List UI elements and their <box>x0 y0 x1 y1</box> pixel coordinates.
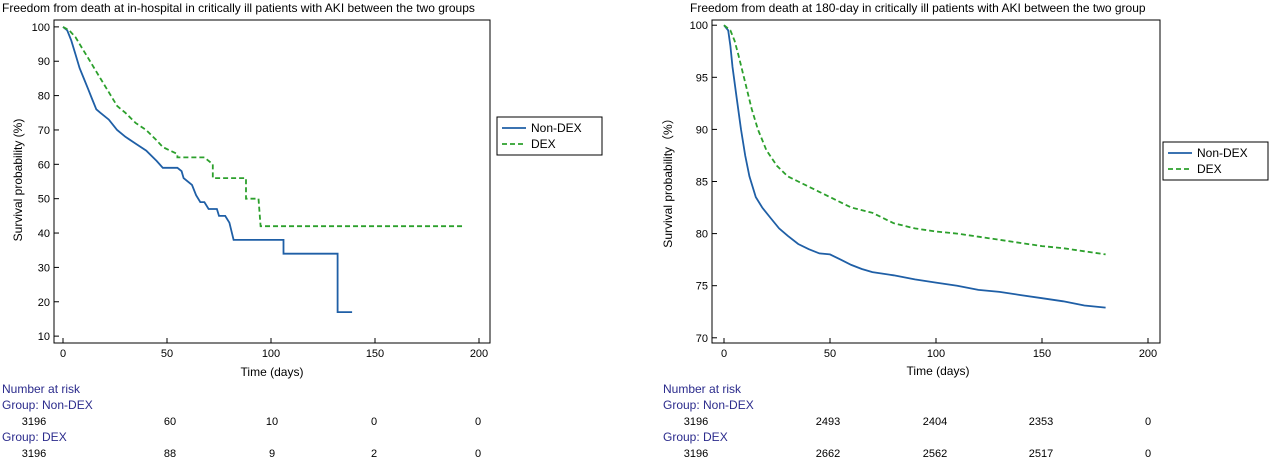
legend: Non-DEX DEX <box>1162 141 1269 181</box>
y-tick-label: 100 <box>32 22 50 34</box>
x-tick-label: 150 <box>366 348 384 360</box>
risk-count: 0 <box>475 448 481 460</box>
risk-count: 3196 <box>684 448 708 460</box>
chart-title: Freedom from death at 180-day in critica… <box>690 1 1146 15</box>
x-tick-label: 0 <box>60 348 66 360</box>
legend: Non-DEX DEX <box>496 116 603 156</box>
y-tick-label: 90 <box>696 124 708 136</box>
risk-count: 2353 <box>1029 416 1053 428</box>
series-dex-line <box>723 24 1106 256</box>
risk-count: 9 <box>269 448 275 460</box>
y-axis-label: Survival probability（%） <box>661 112 675 247</box>
series-lines <box>723 24 1106 309</box>
risk-group-label-non-dex: Group: Non-DEX <box>663 398 754 412</box>
y-tick-label: 60 <box>38 159 50 171</box>
risk-count: 60 <box>164 416 176 428</box>
legend-label-non-dex: Non-DEX <box>1197 146 1248 160</box>
x-axis-label: Time (days) <box>907 364 970 378</box>
y-tick-label: 80 <box>38 91 50 103</box>
series-lines <box>62 26 465 313</box>
axes: 70 75 80 85 90 95 100 0 50 100 150 200 <box>690 19 1161 360</box>
y-tick-label: 20 <box>38 297 50 309</box>
x-tick-label: 0 <box>721 348 727 360</box>
legend-box <box>1162 141 1269 181</box>
risk-count: 0 <box>1145 416 1151 428</box>
risk-count: 0 <box>475 416 481 428</box>
y-tick-label: 70 <box>38 125 50 137</box>
x-tick-label: 50 <box>161 348 173 360</box>
chart-in-hospital: Freedom from death at in-hospital in cri… <box>2 1 603 460</box>
risk-group-label-dex: Group: DEX <box>663 430 728 444</box>
y-tick-label: 90 <box>38 56 50 68</box>
chart-title: Freedom from death at in-hospital in cri… <box>2 1 475 15</box>
series-non-dex-line <box>62 26 353 313</box>
axes: 10 20 30 40 50 60 70 80 90 100 0 50 100 150 200 <box>32 19 491 360</box>
y-tick-label: 95 <box>696 72 708 84</box>
x-tick-label: 200 <box>470 348 488 360</box>
risk-table-header: Number at risk <box>663 382 742 396</box>
plot-frame <box>53 19 491 344</box>
y-tick-label: 50 <box>38 194 50 206</box>
x-axis-label: Time (days) <box>241 365 304 379</box>
risk-count: 2517 <box>1029 448 1053 460</box>
y-tick-label: 75 <box>696 281 708 293</box>
x-tick-label: 150 <box>1033 348 1051 360</box>
risk-count: 0 <box>1145 448 1151 460</box>
risk-count: 2562 <box>923 448 947 460</box>
risk-count: 10 <box>266 416 278 428</box>
legend-box <box>496 116 603 156</box>
legend-label-dex: DEX <box>531 137 556 151</box>
risk-group-label-non-dex: Group: Non-DEX <box>2 398 93 412</box>
risk-count: 2404 <box>923 416 947 428</box>
y-tick-label: 85 <box>696 177 708 189</box>
risk-count: 3196 <box>22 416 46 428</box>
x-tick-label: 200 <box>1139 348 1157 360</box>
risk-count: 3196 <box>684 416 708 428</box>
plot-frame <box>711 19 1161 344</box>
y-tick-label: 100 <box>690 20 708 32</box>
y-tick-label: 40 <box>38 228 50 240</box>
risk-count: 88 <box>164 448 176 460</box>
risk-group-label-dex: Group: DEX <box>2 430 67 444</box>
x-tick-label: 50 <box>824 348 836 360</box>
series-dex-line <box>62 26 465 228</box>
chart-180-day: Freedom from death at 180-day in critica… <box>661 1 1269 460</box>
risk-table: 3196 60 10 0 0 3196 88 9 2 0 <box>22 416 481 460</box>
legend-label-non-dex: Non-DEX <box>531 121 582 135</box>
y-tick-label: 10 <box>38 331 50 343</box>
y-tick-label: 30 <box>38 262 50 274</box>
legend-label-dex: DEX <box>1197 162 1222 176</box>
risk-count: 2 <box>371 448 377 460</box>
series-non-dex-line <box>723 24 1106 309</box>
risk-count: 2662 <box>816 448 840 460</box>
y-tick-label: 80 <box>696 229 708 241</box>
risk-count: 2493 <box>816 416 840 428</box>
risk-table-header: Number at risk <box>2 382 81 396</box>
risk-count: 3196 <box>22 448 46 460</box>
risk-table: 3196 2493 2404 2353 0 3196 2662 2562 2517 0 <box>684 416 1151 460</box>
risk-count: 0 <box>371 416 377 428</box>
x-tick-label: 100 <box>262 348 280 360</box>
x-tick-label: 100 <box>927 348 945 360</box>
y-tick-label: 70 <box>696 333 708 345</box>
y-axis-label: Survival probability (%) <box>11 119 25 242</box>
